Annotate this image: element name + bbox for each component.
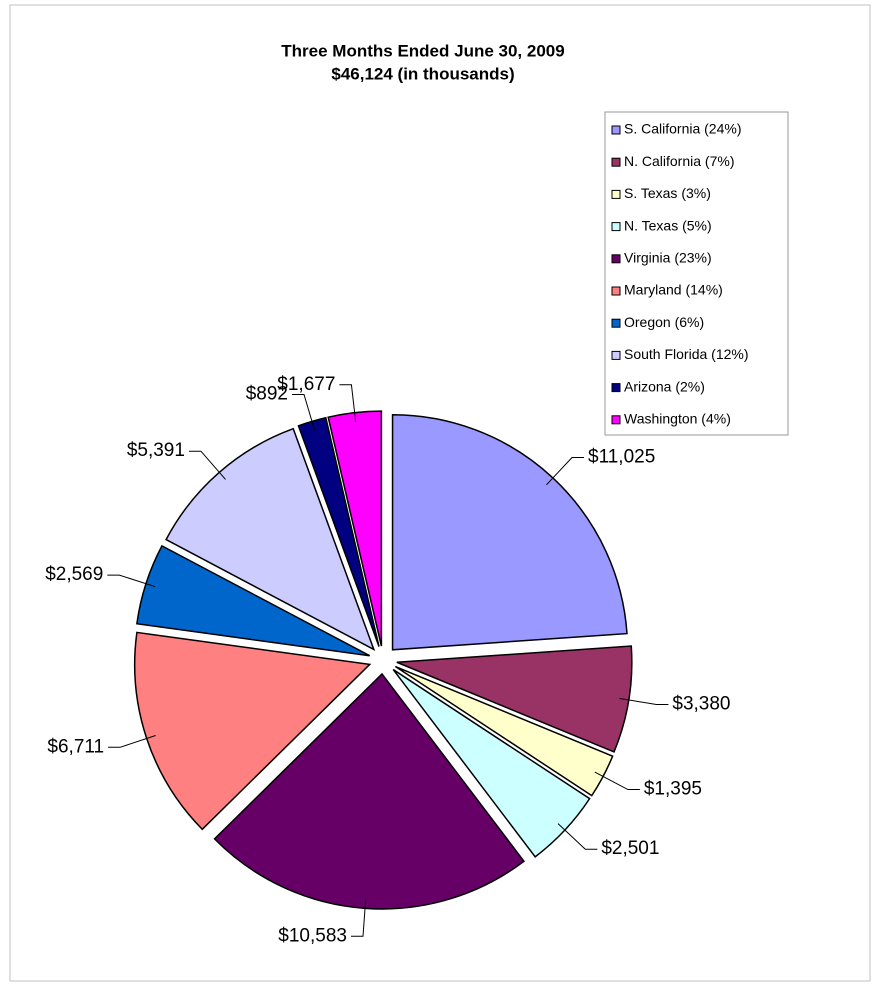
leader-line — [339, 384, 357, 423]
leader-line — [546, 456, 585, 486]
legend-label: N. California (7%) — [624, 153, 734, 169]
leader-line — [108, 735, 156, 748]
chart-subtitle: $46,124 (in thousands) — [331, 64, 514, 83]
legend-label: Oregon (6%) — [624, 314, 704, 330]
leader-line — [188, 450, 226, 480]
legend-label: Washington (4%) — [624, 411, 731, 427]
legend-box — [604, 111, 789, 436]
legend-swatch — [611, 318, 621, 328]
legend-swatch — [611, 286, 621, 296]
legend-label: N. Texas (5%) — [624, 217, 712, 233]
data-label: $892 — [246, 384, 288, 405]
legend-swatch — [611, 157, 621, 167]
legend-label: Arizona (2%) — [624, 378, 705, 394]
leader-line — [594, 771, 640, 791]
legend-swatch — [611, 415, 621, 425]
legend-label: S. Texas (3%) — [624, 185, 711, 201]
chart-title: Three Months Ended June 30, 2009 — [281, 41, 564, 60]
data-label: $6,711 — [47, 736, 104, 757]
leader-line — [619, 697, 669, 705]
data-label: $5,391 — [127, 440, 185, 461]
leader-line — [107, 574, 156, 588]
data-label: $10,583 — [278, 925, 347, 946]
legend-swatch — [611, 383, 621, 393]
legend-label: S. California (24%) — [624, 121, 742, 137]
leader-line — [350, 898, 367, 937]
data-label: $11,025 — [588, 447, 655, 468]
legend-label: Virginia (23%) — [624, 250, 712, 266]
leader-line — [292, 394, 316, 431]
data-label: $1,677 — [277, 374, 335, 395]
legend-label: Maryland (14%) — [624, 282, 723, 298]
legend-swatch — [611, 189, 621, 199]
data-label: $2,501 — [601, 838, 659, 859]
legend-label: South Florida (12%) — [624, 346, 749, 362]
legend-swatch — [611, 222, 621, 232]
data-label: $2,569 — [45, 564, 103, 585]
legend-swatch — [611, 254, 621, 264]
data-label: $1,395 — [644, 779, 702, 800]
legend-swatch — [611, 125, 621, 135]
data-label: $3,380 — [672, 693, 730, 714]
leader-line — [557, 823, 598, 850]
legend-swatch — [611, 350, 621, 360]
